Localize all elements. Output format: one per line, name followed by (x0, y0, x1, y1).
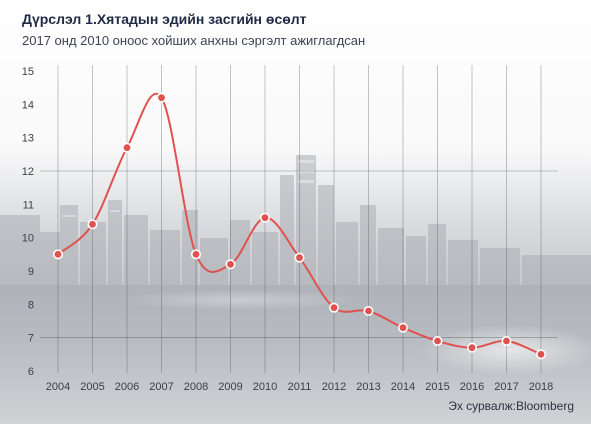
x-axis: 2004 2005 2006 2007 2008 2009 2010 2011 2012 2013… (46, 381, 553, 393)
x-tick-label: 2006 (115, 381, 139, 393)
data-point-2006 (122, 142, 133, 153)
y-tick-label: 10 (22, 233, 34, 245)
grid-lines (40, 65, 558, 373)
data-point-2012 (328, 302, 339, 313)
x-tick-label: 2009 (218, 381, 242, 393)
data-point-2007 (156, 92, 167, 103)
data-point-2010 (259, 212, 270, 223)
x-tick-label: 2015 (425, 381, 449, 393)
chart-source: Эх сурвалж:Bloomberg (448, 399, 574, 413)
x-tick-label: 2013 (356, 381, 380, 393)
x-tick-label: 2016 (460, 381, 484, 393)
y-tick-label: 15 (22, 66, 34, 78)
x-tick-label: 2007 (149, 381, 173, 393)
data-point-2008 (191, 249, 202, 260)
data-point-2017 (501, 335, 512, 346)
x-tick-label: 2004 (46, 381, 70, 393)
x-tick-label: 2005 (80, 381, 104, 393)
y-tick-label: 11 (23, 199, 34, 211)
x-tick-label: 2010 (253, 381, 277, 393)
x-tick-label: 2014 (391, 381, 415, 393)
y-tick-label: 12 (22, 166, 34, 178)
x-tick-label: 2011 (288, 381, 312, 393)
x-tick-label: 2012 (322, 381, 346, 393)
data-point-2005 (87, 219, 98, 230)
data-point-2018 (535, 349, 546, 360)
x-tick-label: 2018 (529, 381, 553, 393)
y-tick-label: 7 (28, 333, 34, 345)
y-axis: 6 7 8 9 10 11 12 13 14 15 (22, 66, 34, 378)
data-point-2011 (294, 252, 305, 263)
series-markers (52, 92, 546, 360)
data-point-2004 (52, 249, 63, 260)
chart-title: Дүрслэл 1.Хятадын эдийн засгийн өсөлт (22, 11, 307, 27)
data-point-2013 (363, 305, 374, 316)
chart-subtitle: 2017 онд 2010 оноос хойших анхны сэргэлт… (22, 33, 366, 48)
data-point-2009 (225, 259, 236, 270)
y-tick-label: 8 (28, 299, 34, 311)
y-tick-label: 6 (28, 366, 34, 378)
y-tick-label: 14 (22, 99, 34, 111)
data-point-2014 (397, 322, 408, 333)
y-tick-label: 9 (28, 266, 34, 278)
x-tick-label: 2017 (494, 381, 518, 393)
series-line (57, 93, 542, 356)
data-point-2015 (432, 335, 443, 346)
y-tick-label: 13 (22, 133, 34, 145)
data-point-2016 (466, 342, 477, 353)
x-tick-label: 2008 (184, 381, 208, 393)
